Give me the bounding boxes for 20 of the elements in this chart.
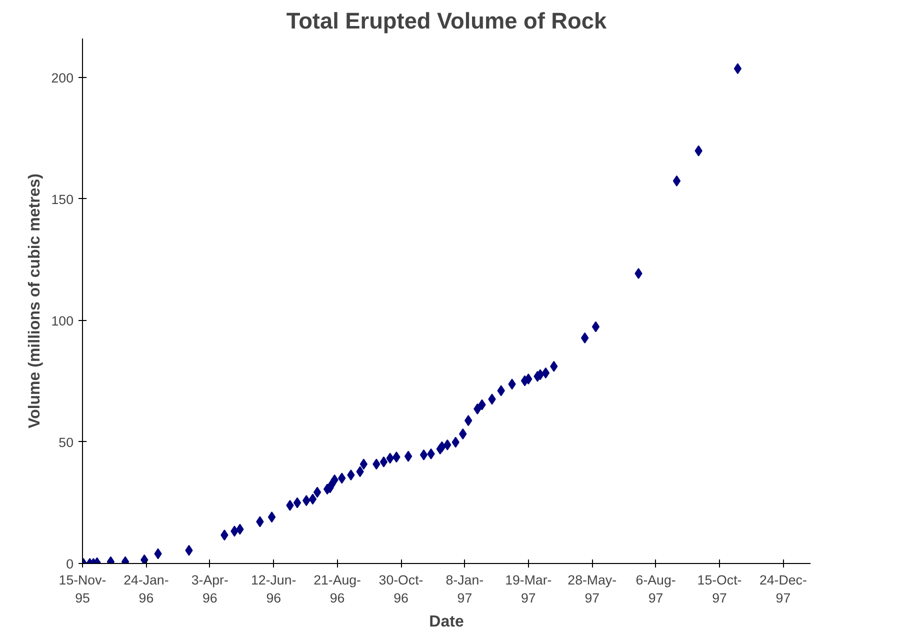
x-tick-label: 19-Mar-97 — [505, 572, 552, 606]
x-tick-label: 21-Aug-96 — [314, 572, 362, 606]
y-tick-label: 50 — [58, 434, 74, 450]
x-tick-label: 28-May-97 — [568, 572, 617, 606]
x-tick-label: 24-Jan-96 — [124, 572, 169, 606]
x-axis-title: Date — [429, 614, 464, 630]
y-tick-label: 200 — [51, 70, 74, 86]
x-tick-label: 8-Jan-97 — [446, 572, 484, 606]
y-axis-title: Volume (millions of cubic metres) — [26, 174, 44, 428]
x-tick-label: 3-Apr-96 — [191, 572, 228, 606]
x-tick-label: 6-Aug-97 — [636, 572, 676, 606]
chart-title: Total Erupted Volume of Rock — [286, 8, 607, 34]
x-tick-label: 15-Oct-97 — [697, 572, 742, 606]
x-tick-label: 15-Nov-95 — [58, 572, 106, 606]
x-tick-label: 30-Oct-96 — [378, 572, 424, 606]
x-tick-label: 24-Dec-97 — [760, 572, 807, 606]
y-tick-label: 150 — [51, 192, 74, 207]
y-tick-label: 0 — [66, 556, 74, 572]
x-tick-label: 12-Jun-96 — [251, 572, 296, 606]
y-tick-label: 100 — [51, 313, 74, 328]
